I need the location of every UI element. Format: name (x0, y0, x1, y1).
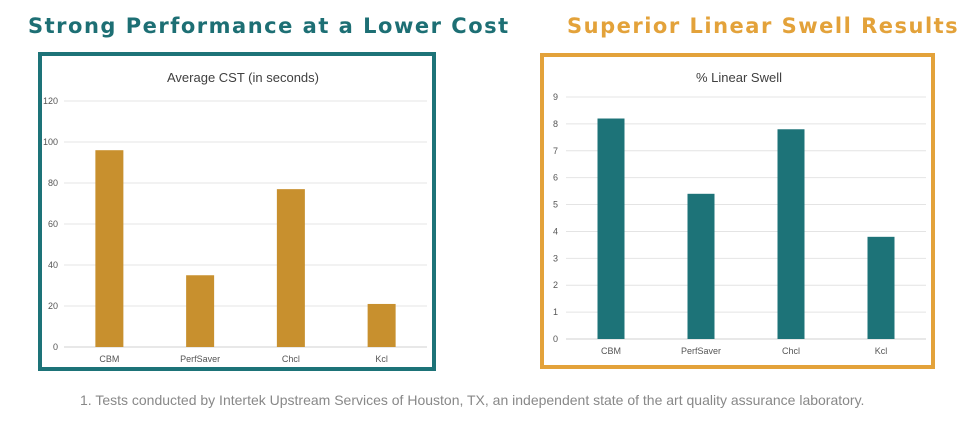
bar-perfsaver (687, 193, 715, 339)
y-tick-label: 7 (553, 146, 558, 156)
chart-title: Average CST (in seconds) (167, 70, 319, 85)
x-tick-label: Kcl (375, 354, 388, 364)
y-tick-label: 20 (48, 301, 58, 311)
y-tick-label: 100 (43, 137, 58, 147)
x-tick-label: CBM (99, 354, 119, 364)
y-tick-label: 4 (553, 226, 558, 236)
cst-bar-chart: Average CST (in seconds) 0 20 40 60 80 100 120 C… (43, 70, 427, 364)
bar-perfsaver (186, 275, 215, 347)
bar-chcl (777, 129, 805, 339)
y-tick-label: 60 (48, 219, 58, 229)
x-tick-label: CBM (601, 346, 621, 356)
linear-swell-chart-panel: % Linear Swell 0 1 2 3 4 5 6 7 8 9 CBM PerfSaver Chcl… (540, 53, 935, 369)
bar-chcl (276, 189, 305, 347)
right-heading: Superior Linear Swell Results (567, 14, 960, 38)
y-tick-label: 0 (53, 342, 58, 352)
chart-title: % Linear Swell (696, 70, 782, 85)
bar-cbm (597, 118, 625, 339)
y-tick-label: 5 (553, 200, 558, 210)
y-tick-label: 6 (553, 173, 558, 183)
y-tick-label: 0 (553, 334, 558, 344)
bar-kcl (867, 236, 895, 339)
cst-chart-panel: Average CST (in seconds) 0 20 40 60 80 100 120 C… (38, 52, 436, 371)
x-tick-label: PerfSaver (681, 346, 721, 356)
x-tick-label: Chcl (782, 346, 800, 356)
x-tick-label: PerfSaver (180, 354, 220, 364)
x-tick-label: Chcl (282, 354, 300, 364)
x-tick-label: Kcl (875, 346, 888, 356)
footnote: 1. Tests conducted by Intertek Upstream … (80, 392, 865, 408)
bar-cbm (95, 150, 124, 347)
y-tick-label: 80 (48, 178, 58, 188)
y-tick-label: 120 (43, 96, 58, 106)
y-tick-label: 1 (553, 307, 558, 317)
y-tick-label: 8 (553, 119, 558, 129)
y-tick-label: 9 (553, 92, 558, 102)
left-heading: Strong Performance at a Lower Cost (28, 14, 510, 38)
y-tick-label: 3 (553, 253, 558, 263)
bar-kcl (367, 303, 396, 347)
y-tick-label: 2 (553, 280, 558, 290)
y-tick-label: 40 (48, 260, 58, 270)
linear-swell-bar-chart: % Linear Swell 0 1 2 3 4 5 6 7 8 9 CBM PerfSaver Chcl… (553, 70, 926, 356)
